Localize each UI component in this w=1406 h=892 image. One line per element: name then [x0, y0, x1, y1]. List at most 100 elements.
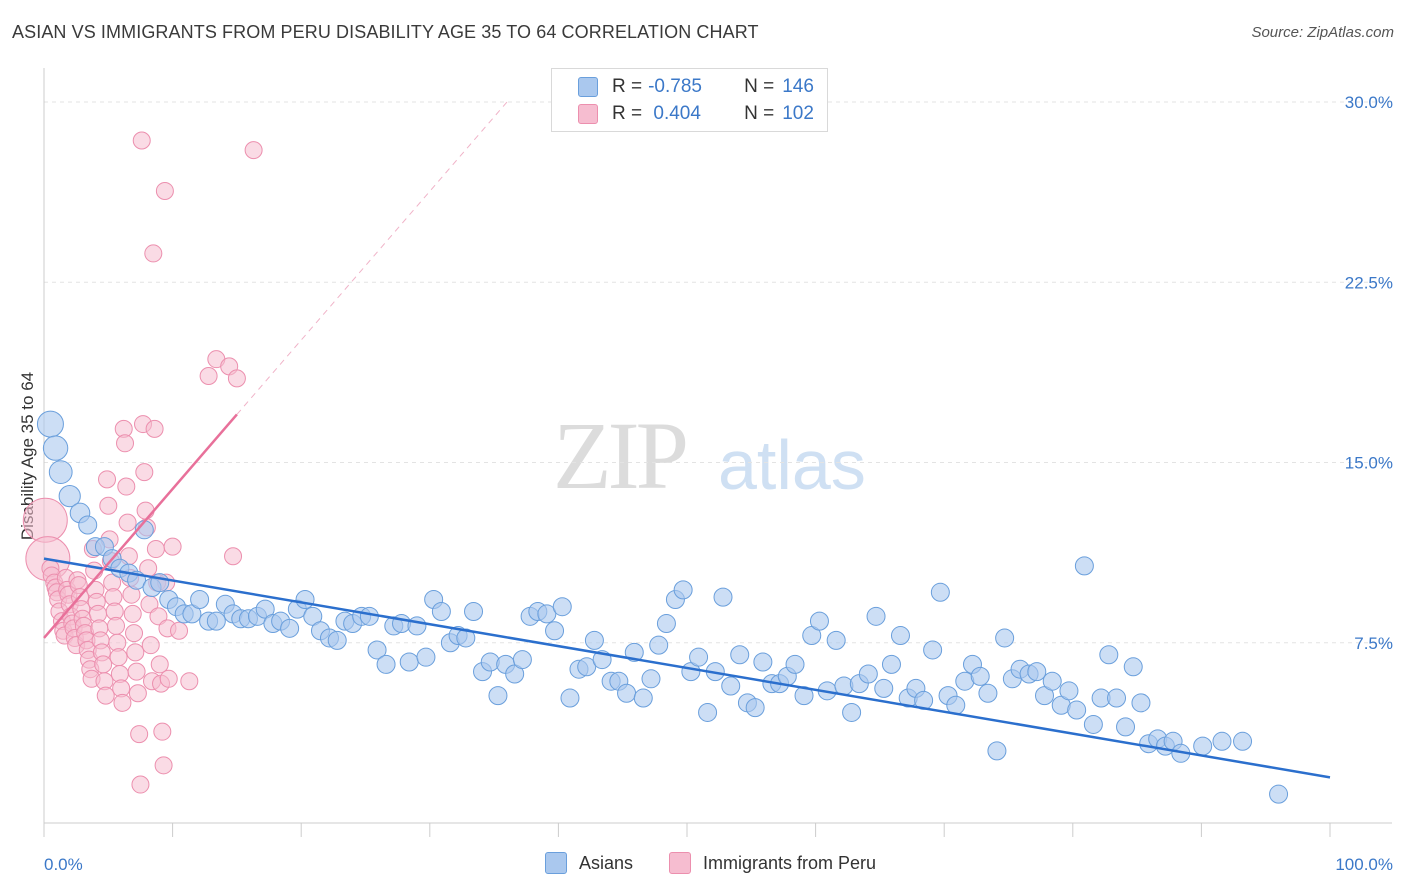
data-point-asians	[206, 611, 226, 631]
data-point-asians	[295, 590, 315, 609]
data-point-peru	[244, 141, 263, 160]
trend-lines	[43, 101, 1331, 779]
data-point-asians	[488, 686, 508, 706]
asians-legend-icon	[545, 852, 567, 874]
data-point-asians	[537, 604, 557, 624]
data-point-peru	[99, 496, 118, 515]
data-point-peru	[170, 621, 189, 640]
trend-line-asians	[43, 557, 1331, 779]
data-point-asians	[1116, 717, 1136, 737]
data-point-peru	[130, 725, 149, 744]
data-point-asians	[367, 640, 387, 660]
data-point-asians	[930, 582, 950, 602]
data-point-asians	[995, 628, 1015, 648]
watermark-atlas: atlas	[718, 426, 866, 504]
data-point-asians	[713, 587, 733, 607]
data-point-peru	[94, 655, 113, 674]
data-point-asians	[431, 602, 451, 622]
data-point-asians	[58, 485, 81, 508]
data-point-asians	[987, 741, 1007, 761]
data-point-peru	[123, 604, 142, 623]
legend-item-label: Asians	[579, 852, 634, 873]
data-point-asians	[874, 678, 894, 698]
data-point-asians	[464, 602, 484, 622]
legend-n-label: N =	[744, 76, 775, 97]
legend-n-value: 102	[782, 103, 814, 124]
legend-r-label: R =	[612, 103, 643, 124]
y-tick-label: 30.0%	[1345, 93, 1393, 112]
y-tick-label: 7.5%	[1354, 634, 1393, 653]
legend-n-label: N =	[744, 103, 775, 124]
watermark-zip: ZIP	[553, 402, 689, 509]
legend-row-asians: R = -0.785 N = 146	[578, 74, 814, 100]
data-point-asians	[978, 683, 998, 703]
data-point-peru	[149, 607, 168, 626]
data-point-asians	[376, 654, 396, 674]
data-point-asians	[624, 642, 644, 662]
data-point-asians	[656, 614, 676, 634]
data-point-asians	[1074, 556, 1094, 576]
data-point-peru	[224, 547, 243, 566]
data-point-asians	[1083, 714, 1103, 734]
data-point-peru	[150, 655, 169, 674]
data-point-asians	[1123, 657, 1143, 677]
series-legend: Asians Immigrants from Peru	[0, 852, 1406, 878]
data-point-asians	[649, 635, 669, 655]
data-point-asians	[1269, 784, 1289, 804]
data-point-peru	[146, 540, 165, 559]
data-point-asians	[456, 628, 476, 648]
data-point-peru	[163, 537, 182, 556]
data-point-asians	[42, 435, 69, 461]
data-point-asians	[866, 606, 886, 626]
legend-r-value: 0.404	[648, 103, 701, 124]
data-point-asians	[512, 650, 532, 670]
data-point-peru	[109, 648, 128, 667]
data-point-asians	[1193, 736, 1213, 756]
legend-item-peru[interactable]: Immigrants from Peru	[669, 852, 876, 874]
data-point-asians	[641, 669, 661, 689]
data-point-asians	[858, 664, 878, 684]
data-point-asians	[280, 618, 300, 638]
data-point-asians	[1099, 645, 1119, 665]
data-point-peru	[135, 463, 154, 482]
x-tick-label: 100.0%	[1335, 855, 1393, 874]
data-point-peru	[136, 501, 155, 520]
data-point-peru	[117, 477, 136, 496]
legend-r-value: -0.785	[648, 76, 702, 97]
data-point-asians	[1131, 693, 1151, 713]
data-point-asians	[416, 647, 436, 667]
data-point-asians	[190, 590, 210, 609]
data-point-asians	[327, 630, 347, 650]
legend-n-value: 146	[782, 76, 814, 97]
legend-r-label: R =	[612, 76, 643, 97]
data-point-peru	[118, 513, 137, 532]
y-tick-label: 15.0%	[1345, 454, 1393, 473]
data-point-peru	[159, 669, 178, 688]
data-point-peru	[85, 561, 104, 580]
data-point-peru	[199, 367, 218, 385]
data-point-asians	[745, 698, 765, 718]
peru-swatch-icon	[578, 104, 598, 124]
data-point-asians	[552, 597, 572, 617]
data-point-asians	[1067, 700, 1087, 720]
data-point-peru	[153, 722, 172, 741]
data-point-asians	[1233, 731, 1253, 751]
data-point-peru	[107, 616, 126, 635]
y-tick-label: 22.5%	[1345, 273, 1393, 292]
grid-lines	[44, 101, 1392, 644]
data-point-asians	[1212, 731, 1232, 751]
data-point-asians	[890, 626, 910, 646]
data-point-asians	[809, 611, 829, 631]
data-point-asians	[1059, 681, 1079, 701]
legend-row-peru: R = 0.404 N = 102	[578, 101, 814, 127]
data-point-peru	[22, 497, 68, 543]
data-point-asians	[633, 688, 653, 708]
data-point-asians	[36, 410, 64, 438]
axes	[43, 68, 1392, 837]
data-point-peru	[128, 684, 147, 703]
legend-item-asians[interactable]: Asians	[545, 852, 633, 874]
data-point-asians	[407, 616, 427, 636]
data-point-asians	[753, 652, 773, 672]
data-point-asians	[560, 688, 580, 708]
